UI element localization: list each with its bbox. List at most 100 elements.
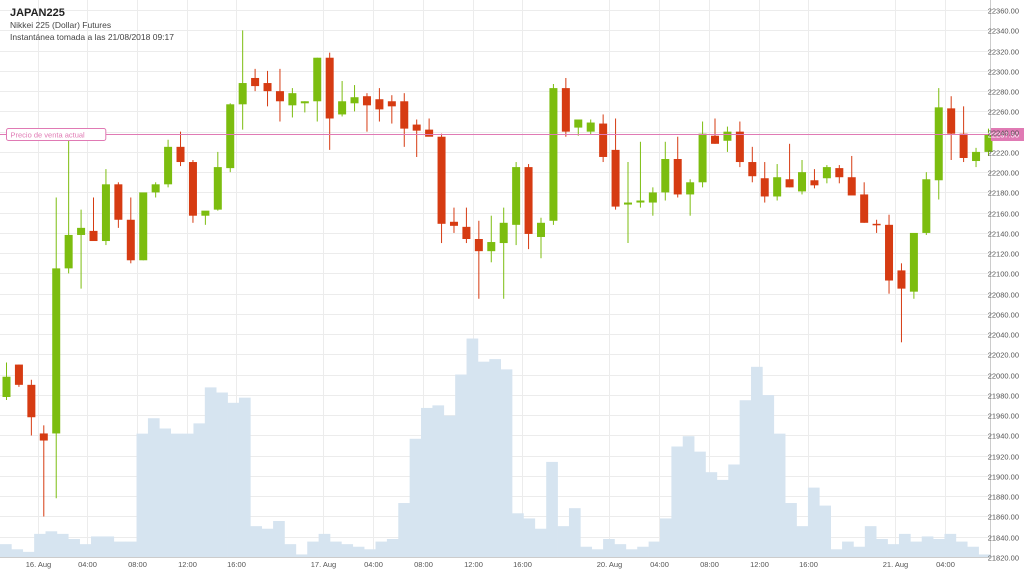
- volume-bar: [341, 544, 354, 557]
- y-tick-label: 22280.00: [988, 88, 1019, 97]
- volume-bar: [978, 554, 991, 557]
- candle-down: [14, 364, 23, 387]
- volume-bar: [307, 541, 319, 557]
- candle-body: [624, 202, 632, 205]
- x-tick-label: 16. Aug: [26, 560, 51, 569]
- instrument-name: Nikkei 225 (Dollar) Futures: [10, 20, 112, 30]
- candle-up: [151, 182, 160, 198]
- candle-body: [673, 158, 682, 195]
- candle-down: [785, 143, 794, 188]
- candle-up: [536, 217, 545, 259]
- candle-body: [14, 364, 23, 385]
- x-tick-label: 04:00: [78, 560, 97, 569]
- candle-down: [835, 165, 844, 184]
- candle-up: [499, 207, 508, 299]
- volume-bar: [125, 541, 137, 557]
- candle-down: [524, 164, 533, 250]
- volume-bar: [45, 531, 58, 557]
- volume-bar: [807, 487, 820, 557]
- volume-bar: [648, 541, 661, 557]
- volume-bar: [955, 541, 968, 557]
- candle-body: [499, 222, 508, 244]
- candle-up: [798, 160, 807, 195]
- candle-down: [387, 95, 396, 124]
- candle-down: [673, 136, 682, 198]
- volume-bar: [762, 395, 775, 557]
- candle-body: [536, 222, 545, 237]
- volume-bar: [910, 541, 923, 557]
- candle-body: [387, 101, 396, 107]
- candle-body: [213, 167, 222, 210]
- candle-down: [611, 118, 620, 210]
- x-tick-label: 08:00: [700, 560, 719, 569]
- y-tick-label: 22220.00: [988, 149, 1019, 158]
- candle-up: [2, 362, 11, 401]
- candle-down: [711, 118, 720, 144]
- volume-bar: [864, 526, 877, 557]
- candle-up: [934, 88, 943, 200]
- candle-body: [412, 124, 421, 131]
- volume-bar: [625, 549, 638, 557]
- volume-bar: [887, 544, 900, 557]
- volume-bar: [364, 549, 376, 557]
- volume-bar: [534, 528, 547, 557]
- candle-body: [810, 180, 819, 186]
- candle-body: [773, 177, 782, 197]
- candle-body: [661, 158, 670, 193]
- volume-bar: [591, 549, 604, 557]
- volume-bar: [933, 539, 945, 557]
- volume-bar: [671, 446, 684, 557]
- reference-label-box: [6, 128, 107, 141]
- volume-bar: [216, 392, 228, 557]
- reference-label: Precio de venta actual: [11, 131, 86, 140]
- y-tick-label: 22300.00: [988, 68, 1019, 77]
- volume-bar: [557, 526, 570, 557]
- candle-down: [188, 160, 197, 223]
- x-tick-label: 08:00: [414, 560, 433, 569]
- volume-bar: [944, 533, 957, 557]
- candle-up: [909, 232, 918, 299]
- candle-body: [748, 162, 757, 177]
- candle-down: [412, 119, 421, 157]
- candle-body: [798, 172, 807, 192]
- candle-up: [164, 139, 173, 188]
- y-tick-label: 22000.00: [988, 372, 1019, 381]
- candle-up: [922, 172, 931, 235]
- candle-down: [947, 96, 956, 161]
- candle-body: [64, 234, 73, 269]
- volume-bar: [261, 528, 274, 557]
- candle-body: [909, 232, 918, 292]
- y-tick-label: 22180.00: [988, 189, 1019, 198]
- candle-body: [487, 242, 496, 252]
- volume-bar: [876, 539, 888, 557]
- candle-down: [425, 118, 434, 137]
- candle-body: [586, 122, 595, 132]
- reference-line: Precio de venta actual 22237.50: [0, 128, 1024, 141]
- y-tick-label: 22160.00: [988, 210, 1019, 219]
- candle-body: [512, 167, 521, 225]
- volume-bar: [159, 428, 171, 557]
- y-tick-label: 21840.00: [988, 534, 1019, 543]
- volume-bar: [716, 479, 729, 557]
- candle-body: [611, 149, 620, 207]
- y-tick-label: 21900.00: [988, 473, 1019, 482]
- candle-down: [474, 220, 483, 299]
- candle-up: [648, 187, 657, 216]
- volume-bar: [682, 436, 695, 557]
- candle-down: [561, 77, 570, 137]
- x-tick-label: 08:00: [128, 560, 147, 569]
- candle-body: [77, 227, 86, 235]
- candle-down: [362, 93, 371, 132]
- candle-body: [251, 77, 260, 87]
- candle-body: [934, 107, 943, 181]
- volume-bar: [432, 405, 445, 557]
- candle-body: [785, 179, 794, 188]
- candle-up: [338, 81, 347, 117]
- candle-body: [636, 200, 645, 203]
- volume-bar: [660, 518, 672, 557]
- y-tick-label: 22040.00: [988, 331, 1019, 340]
- y-tick-label: 22060.00: [988, 311, 1019, 320]
- volume-bar: [512, 513, 524, 557]
- candle-down: [114, 182, 123, 228]
- volume-bar: [614, 544, 627, 557]
